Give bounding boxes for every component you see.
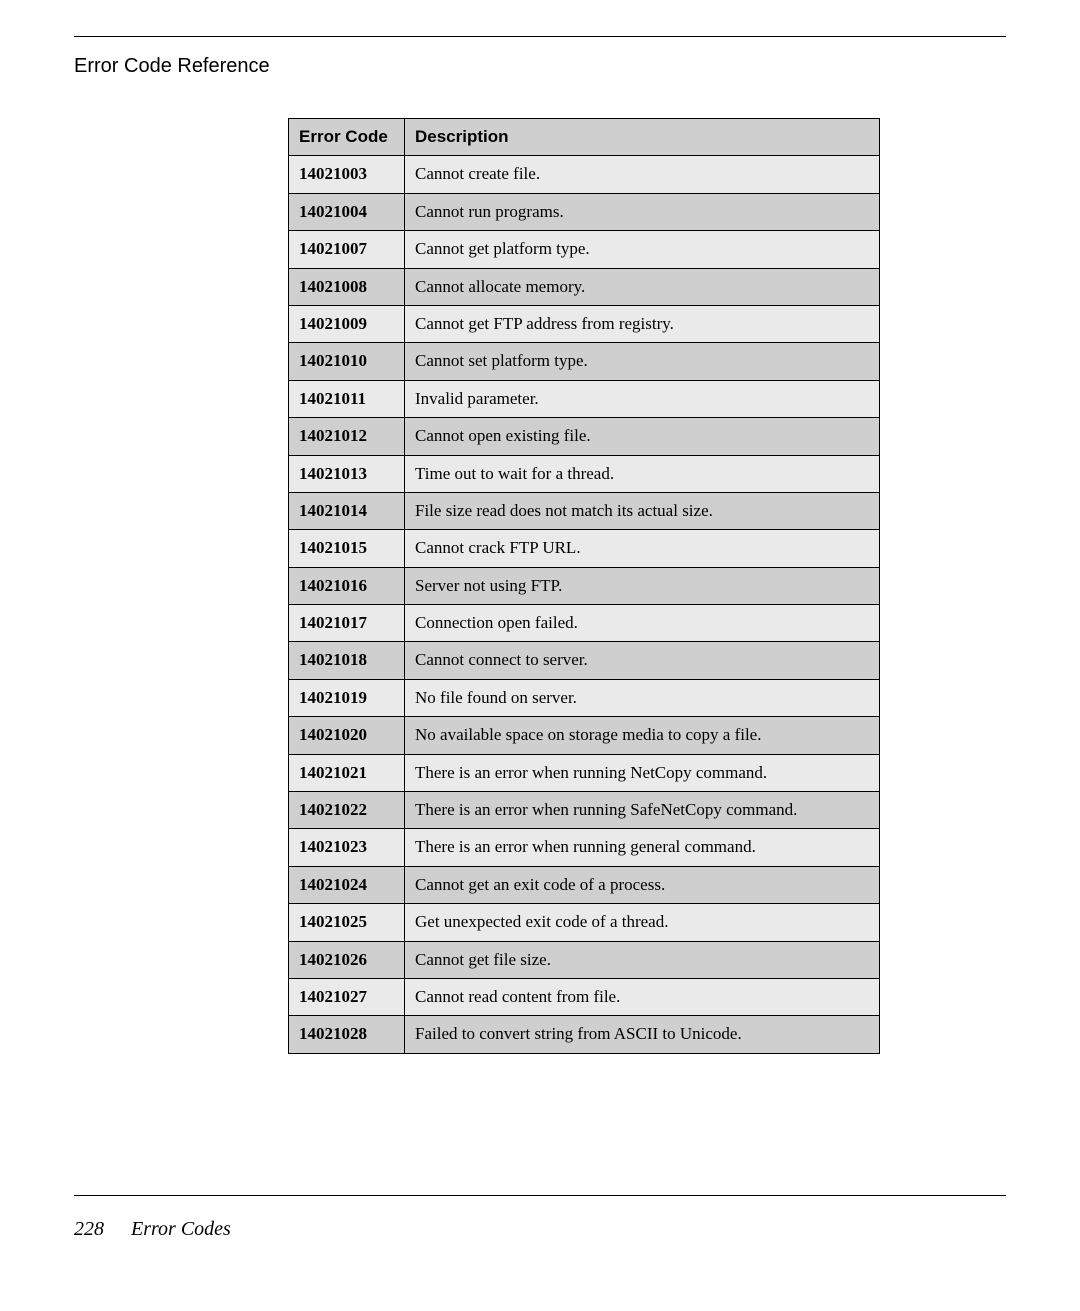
description-cell: Cannot create file.	[405, 156, 880, 193]
description-cell: Cannot get platform type.	[405, 231, 880, 268]
description-cell: No file found on server.	[405, 679, 880, 716]
table-row: 14021027Cannot read content from file.	[289, 978, 880, 1015]
error-code-cell: 14021015	[289, 530, 405, 567]
error-code-cell: 14021004	[289, 193, 405, 230]
error-code-cell: 14021016	[289, 567, 405, 604]
error-code-cell: 14021011	[289, 380, 405, 417]
description-cell: File size read does not match its actual…	[405, 492, 880, 529]
description-cell: Cannot read content from file.	[405, 978, 880, 1015]
error-code-cell: 14021026	[289, 941, 405, 978]
error-code-cell: 14021017	[289, 605, 405, 642]
error-code-cell: 14021020	[289, 717, 405, 754]
error-code-cell: 14021008	[289, 268, 405, 305]
table-row: 14021026Cannot get file size.	[289, 941, 880, 978]
table-row: 14021014File size read does not match it…	[289, 492, 880, 529]
error-code-cell: 14021019	[289, 679, 405, 716]
description-cell: Cannot get file size.	[405, 941, 880, 978]
description-cell: Cannot run programs.	[405, 193, 880, 230]
description-cell: Cannot connect to server.	[405, 642, 880, 679]
error-code-cell: 14021012	[289, 418, 405, 455]
table-row: 14021023There is an error when running g…	[289, 829, 880, 866]
table-row: 14021007Cannot get platform type.	[289, 231, 880, 268]
error-code-cell: 14021027	[289, 978, 405, 1015]
table-row: 14021017Connection open failed.	[289, 605, 880, 642]
description-cell: Cannot allocate memory.	[405, 268, 880, 305]
table-row: 14021013Time out to wait for a thread.	[289, 455, 880, 492]
table-body: 14021003Cannot create file.14021004Canno…	[289, 156, 880, 1053]
col-header-error-code: Error Code	[289, 119, 405, 156]
table-row: 14021008Cannot allocate memory.	[289, 268, 880, 305]
col-header-description: Description	[405, 119, 880, 156]
table-row: 14021028Failed to convert string from AS…	[289, 1016, 880, 1053]
error-code-cell: 14021028	[289, 1016, 405, 1053]
error-code-cell: 14021022	[289, 792, 405, 829]
description-cell: Cannot get an exit code of a process.	[405, 866, 880, 903]
error-code-cell: 14021010	[289, 343, 405, 380]
description-cell: There is an error when running general c…	[405, 829, 880, 866]
description-cell: Cannot set platform type.	[405, 343, 880, 380]
table-row: 14021011Invalid parameter.	[289, 380, 880, 417]
error-code-table: Error Code Description 14021003Cannot cr…	[288, 118, 880, 1054]
error-code-cell: 14021009	[289, 305, 405, 342]
table-row: 14021025Get unexpected exit code of a th…	[289, 904, 880, 941]
error-code-cell: 14021014	[289, 492, 405, 529]
footer-section-name: Error Codes	[131, 1218, 231, 1240]
error-code-cell: 14021025	[289, 904, 405, 941]
error-code-cell: 14021003	[289, 156, 405, 193]
table-row: 14021016Server not using FTP.	[289, 567, 880, 604]
error-code-cell: 14021024	[289, 866, 405, 903]
error-code-cell: 14021023	[289, 829, 405, 866]
error-code-cell: 14021021	[289, 754, 405, 791]
table-wrapper: Error Code Description 14021003Cannot cr…	[288, 118, 1006, 1054]
footer: 228 Error Codes	[74, 1218, 231, 1241]
footer-rule	[74, 1195, 1006, 1196]
table-row: 14021022There is an error when running S…	[289, 792, 880, 829]
table-row: 14021015Cannot crack FTP URL.	[289, 530, 880, 567]
page-number: 228	[74, 1218, 104, 1240]
table-row: 14021020No available space on storage me…	[289, 717, 880, 754]
description-cell: Cannot open existing file.	[405, 418, 880, 455]
description-cell: Time out to wait for a thread.	[405, 455, 880, 492]
table-row: 14021024Cannot get an exit code of a pro…	[289, 866, 880, 903]
error-code-cell: 14021018	[289, 642, 405, 679]
error-code-cell: 14021007	[289, 231, 405, 268]
description-cell: Failed to convert string from ASCII to U…	[405, 1016, 880, 1053]
table-row: 14021010Cannot set platform type.	[289, 343, 880, 380]
description-cell: Get unexpected exit code of a thread.	[405, 904, 880, 941]
section-title: Error Code Reference	[74, 55, 1006, 78]
table-row: 14021018Cannot connect to server.	[289, 642, 880, 679]
description-cell: No available space on storage media to c…	[405, 717, 880, 754]
document-page: Error Code Reference Error Code Descript…	[0, 0, 1080, 1311]
description-cell: Connection open failed.	[405, 605, 880, 642]
description-cell: Invalid parameter.	[405, 380, 880, 417]
table-row: 14021009Cannot get FTP address from regi…	[289, 305, 880, 342]
top-rule	[74, 36, 1006, 37]
table-header-row: Error Code Description	[289, 119, 880, 156]
description-cell: Cannot get FTP address from registry.	[405, 305, 880, 342]
description-cell: There is an error when running NetCopy c…	[405, 754, 880, 791]
table-row: 14021003Cannot create file.	[289, 156, 880, 193]
error-code-cell: 14021013	[289, 455, 405, 492]
table-row: 14021004Cannot run programs.	[289, 193, 880, 230]
table-row: 14021012Cannot open existing file.	[289, 418, 880, 455]
table-row: 14021021There is an error when running N…	[289, 754, 880, 791]
description-cell: Server not using FTP.	[405, 567, 880, 604]
description-cell: There is an error when running SafeNetCo…	[405, 792, 880, 829]
table-row: 14021019No file found on server.	[289, 679, 880, 716]
description-cell: Cannot crack FTP URL.	[405, 530, 880, 567]
